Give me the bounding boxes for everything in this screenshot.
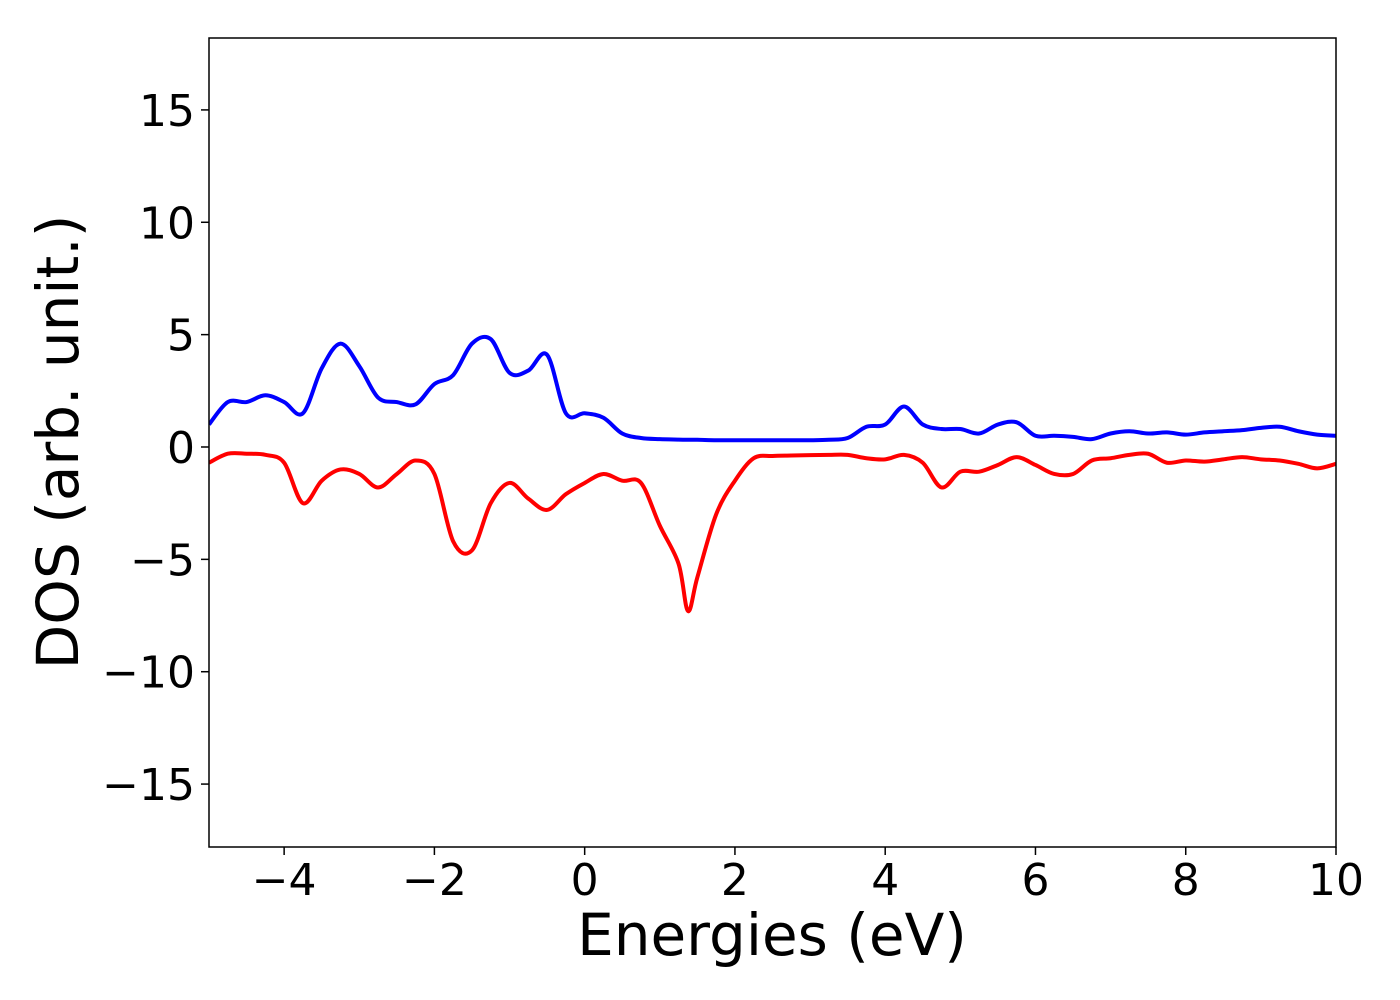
plot-area <box>209 334 1336 614</box>
line-series <box>209 451 1336 614</box>
x-tick-label: 10 <box>1308 855 1364 906</box>
x-tick-label: 2 <box>721 855 749 906</box>
y-tick-label: 5 <box>167 311 195 362</box>
x-tick-label: 8 <box>1172 855 1200 906</box>
plot-frame <box>208 37 1337 848</box>
y-tick-label: −15 <box>102 760 195 811</box>
x-tick-label: −2 <box>402 855 467 906</box>
x-axis-label: Energies (eV) <box>577 901 967 969</box>
y-tick-label: 10 <box>139 198 195 249</box>
y-tick-label: −5 <box>130 535 195 586</box>
line-series <box>209 334 1336 443</box>
x-tick-label: 4 <box>871 855 899 906</box>
x-tick-label: 0 <box>571 855 599 906</box>
y-tick-label: −10 <box>102 648 195 699</box>
y-axis-label: DOS (arb. unit.) <box>24 215 92 670</box>
x-tick-label: −4 <box>252 855 317 906</box>
x-tick-label: 6 <box>1021 855 1049 906</box>
y-tick-label: 15 <box>139 86 195 137</box>
y-tick-label: 0 <box>167 423 195 474</box>
